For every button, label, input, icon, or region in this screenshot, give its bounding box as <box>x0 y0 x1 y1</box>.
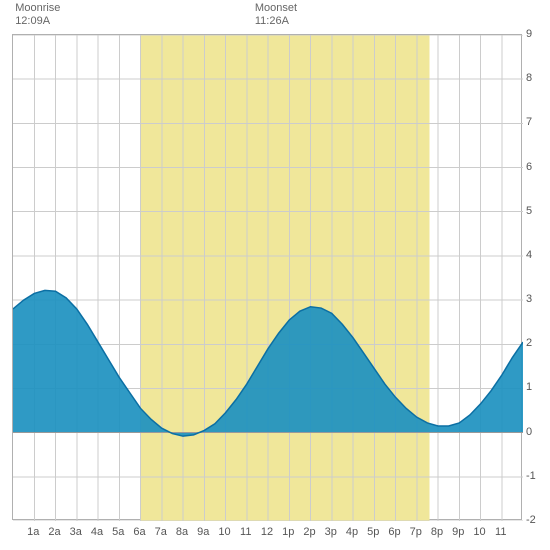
header-title: Moonrise <box>15 2 60 15</box>
x-tick-label: 1p <box>278 526 298 538</box>
x-tick-label: 5p <box>363 526 383 538</box>
y-tick-label: 3 <box>526 293 544 305</box>
x-tick-label: 9a <box>193 526 213 538</box>
header-title: Moonset <box>255 2 297 15</box>
x-tick-label: 3a <box>66 526 86 538</box>
header-label: Moonrise12:09A <box>15 2 60 28</box>
y-tick-label: 4 <box>526 249 544 261</box>
y-tick-label: 6 <box>526 161 544 173</box>
y-tick-label: -1 <box>526 470 544 482</box>
x-tick-label: 11 <box>236 526 256 538</box>
x-tick-label: 4p <box>342 526 362 538</box>
x-tick-label: 1a <box>23 526 43 538</box>
x-tick-label: 7p <box>406 526 426 538</box>
x-tick-label: 6a <box>130 526 150 538</box>
y-tick-label: 1 <box>526 381 544 393</box>
x-tick-label: 6p <box>385 526 405 538</box>
x-tick-label: 2a <box>45 526 65 538</box>
x-tick-label: 3p <box>321 526 341 538</box>
x-tick-label: 9p <box>448 526 468 538</box>
header-time: 12:09A <box>15 15 60 28</box>
y-tick-label: -2 <box>526 514 544 526</box>
header-label: Moonset11:26A <box>255 2 297 28</box>
x-tick-label: 11 <box>491 526 511 538</box>
x-tick-label: 8a <box>172 526 192 538</box>
y-tick-label: 0 <box>526 426 544 438</box>
y-tick-label: 8 <box>526 72 544 84</box>
x-tick-label: 4a <box>87 526 107 538</box>
plot-area <box>12 34 522 520</box>
daylight-band <box>141 35 430 521</box>
plot-svg <box>13 35 523 521</box>
y-tick-label: 5 <box>526 205 544 217</box>
x-tick-label: 10 <box>215 526 235 538</box>
x-tick-label: 8p <box>427 526 447 538</box>
x-tick-label: 2p <box>300 526 320 538</box>
y-tick-label: 7 <box>526 116 544 128</box>
x-tick-label: 5a <box>108 526 128 538</box>
grid <box>13 35 523 521</box>
x-tick-label: 10 <box>470 526 490 538</box>
header-time: 11:26A <box>255 15 297 28</box>
y-tick-label: 9 <box>526 28 544 40</box>
y-tick-label: 2 <box>526 337 544 349</box>
tide-chart: Moonrise12:09AMoonset11:26A -2-101234567… <box>0 0 550 550</box>
x-tick-label: 12 <box>257 526 277 538</box>
x-tick-label: 7a <box>151 526 171 538</box>
